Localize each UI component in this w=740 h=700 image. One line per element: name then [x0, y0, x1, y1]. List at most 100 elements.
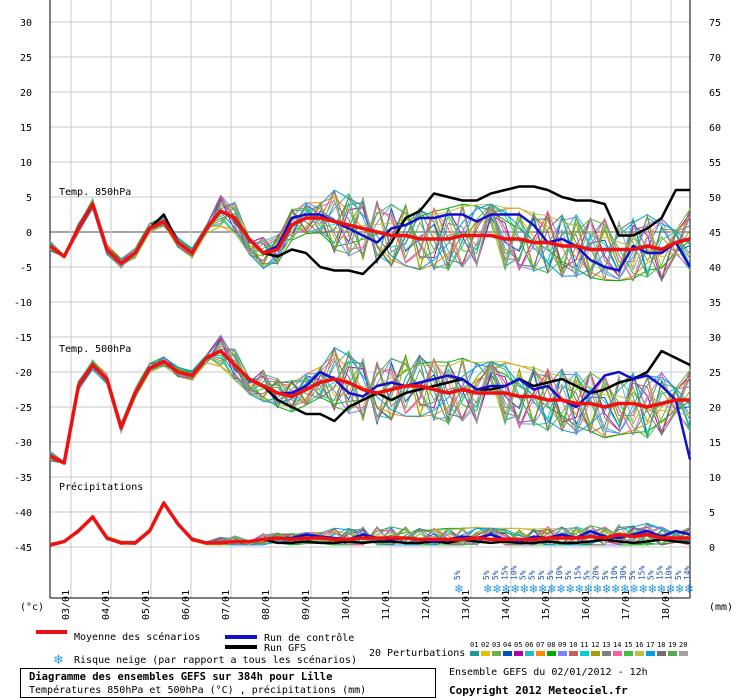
left-tick-label: 30 [20, 18, 32, 29]
snow-risk-percent: 5% [646, 570, 655, 580]
snow-risk-percent: 5% [453, 570, 462, 580]
right-tick-label: 30 [709, 333, 721, 344]
snow-risk-percent: 5% [491, 570, 500, 580]
section-label-t850: Temp. 850hPa [59, 187, 131, 198]
left-tick-label: 5 [26, 193, 32, 204]
date-tick-label: 03/01 [61, 590, 72, 620]
snow-flake-icon: ❄ [501, 582, 511, 596]
chart-title: Diagramme des ensembles GEFS sur 384h po… [29, 671, 333, 683]
perturbation-color-swatch [591, 651, 600, 656]
right-tick-label: 20 [709, 403, 721, 414]
right-tick-label: 15 [709, 438, 721, 449]
date-tick-label: 06/01 [181, 590, 192, 620]
perturbation-color-swatch [580, 651, 589, 656]
snow-flake-icon: ❄ [510, 582, 520, 596]
left-tick-label: -10 [14, 298, 32, 309]
snow-risk-percent: 5% [528, 570, 537, 580]
perturbation-color-swatch [536, 651, 545, 656]
snow-flake-icon: ❄ [492, 582, 502, 596]
snow-flake-icon: ❄ [556, 582, 566, 596]
perturbation-color-swatch [558, 651, 567, 656]
series-2-t850-line [49, 185, 690, 276]
date-tick-label: 17/01 [621, 590, 632, 620]
right-tick-label: 45 [709, 228, 721, 239]
right-axis-unit: (mm) [709, 602, 733, 613]
perturbation-color-swatch [657, 651, 666, 656]
snow-flake-icon: ❄ [529, 582, 539, 596]
snow-risk-percent: 10% [665, 565, 674, 580]
right-tick-label: 25 [709, 368, 721, 379]
date-tick-label: 07/01 [221, 590, 232, 620]
legend-gfs-label: Run GFS [264, 643, 306, 654]
perturbation-id-label: 01 [470, 641, 478, 649]
right-tick-label: 35 [709, 298, 721, 309]
left-tick-label: 0 [26, 228, 32, 239]
snow-risk-percent: 5% [583, 570, 592, 580]
date-tick-label: 16/01 [581, 590, 592, 620]
date-tick-label: 13/01 [461, 590, 472, 620]
left-tick-label: 10 [20, 158, 32, 169]
snow-risk-percent: 5% [546, 570, 555, 580]
perturbation-id-label: 02 [481, 641, 489, 649]
snow-risk-percent: 30% [619, 565, 628, 580]
left-tick-label: 20 [20, 88, 32, 99]
perturbation-color-swatch [514, 651, 523, 656]
left-tick-label: 25 [20, 53, 32, 64]
snow-risk-percent: 5% [482, 570, 491, 580]
perturbation-color-swatch [668, 651, 677, 656]
snowflake-icon: ❄ [53, 653, 64, 668]
perturbation-color-swatch [481, 651, 490, 656]
perturbation-id-label: 06 [525, 641, 533, 649]
series-0-t500-line [49, 349, 690, 465]
left-tick-label: -15 [14, 333, 32, 344]
snow-flake-icon: ❄ [638, 582, 648, 596]
right-tick-label: 60 [709, 123, 721, 134]
perturbation-id-label: 17 [646, 641, 654, 649]
date-tick-label: 11/01 [381, 590, 392, 620]
left-tick-label: -25 [14, 403, 32, 414]
credit-box: Diagramme des ensembles GEFS sur 384h po… [20, 668, 436, 698]
perturbation-id-label: 08 [547, 641, 555, 649]
perturbation-id-label: 10 [569, 641, 577, 649]
snow-risk-percent: 5% [564, 570, 573, 580]
perturbation-id-label: 13 [602, 641, 610, 649]
legend-perturbations-label: 20 Perturbations [369, 648, 465, 659]
perturbation-id-label: 12 [591, 641, 599, 649]
snow-risk-percent: 10% [509, 565, 518, 580]
perturbation-color-swatch [624, 651, 633, 656]
snow-risk-percent: 10% [555, 565, 564, 580]
left-tick-label: -30 [14, 438, 32, 449]
date-tick-label: 12/01 [421, 590, 432, 620]
perturbation-id-label: 07 [536, 641, 544, 649]
legend-control-label: Run de contrôle [264, 632, 354, 644]
left-tick-label: -40 [14, 508, 32, 519]
perturbation-color-swatch [547, 651, 556, 656]
right-tick-label: 0 [709, 543, 715, 554]
perturbation-legend: 01 02 03 04 05 06 07 08 09 10 11 12 13 14 15 16 17 18 19 20 [470, 641, 688, 656]
perturbation-id-label: 16 [635, 641, 643, 649]
snow-flake-icon: ❄ [657, 582, 667, 596]
date-tick-label: 15/01 [541, 590, 552, 620]
date-tick-label: 04/01 [101, 590, 112, 620]
legend-mean-label: Moyenne des scénarios [74, 631, 200, 643]
left-tick-label: -5 [20, 263, 32, 274]
right-tick-label: 55 [709, 158, 721, 169]
perturbation-color-swatch [492, 651, 501, 656]
perturbation-id-label: 09 [558, 641, 566, 649]
chart-subtitle: Températures 850hPa et 500hPa (°C) , pré… [29, 685, 367, 696]
perturbation-color-swatch [602, 651, 611, 656]
perturbation-id-label: 14 [613, 641, 621, 649]
perturbation-id-label: 03 [492, 641, 500, 649]
snow-flake-icon: ❄ [454, 582, 464, 596]
series-0-t850-line [48, 202, 691, 266]
section-label-precip: Précipitations [59, 481, 143, 493]
snow-flake-icon: ❄ [483, 582, 493, 596]
snow-risk-percent: 14% [683, 565, 692, 580]
series-0-precip-line [49, 501, 690, 547]
date-tick-label: 09/01 [301, 590, 312, 620]
left-tick-label: -45 [14, 543, 32, 554]
right-tick-label: 75 [709, 18, 721, 29]
date-tick-label: 08/01 [261, 590, 272, 620]
